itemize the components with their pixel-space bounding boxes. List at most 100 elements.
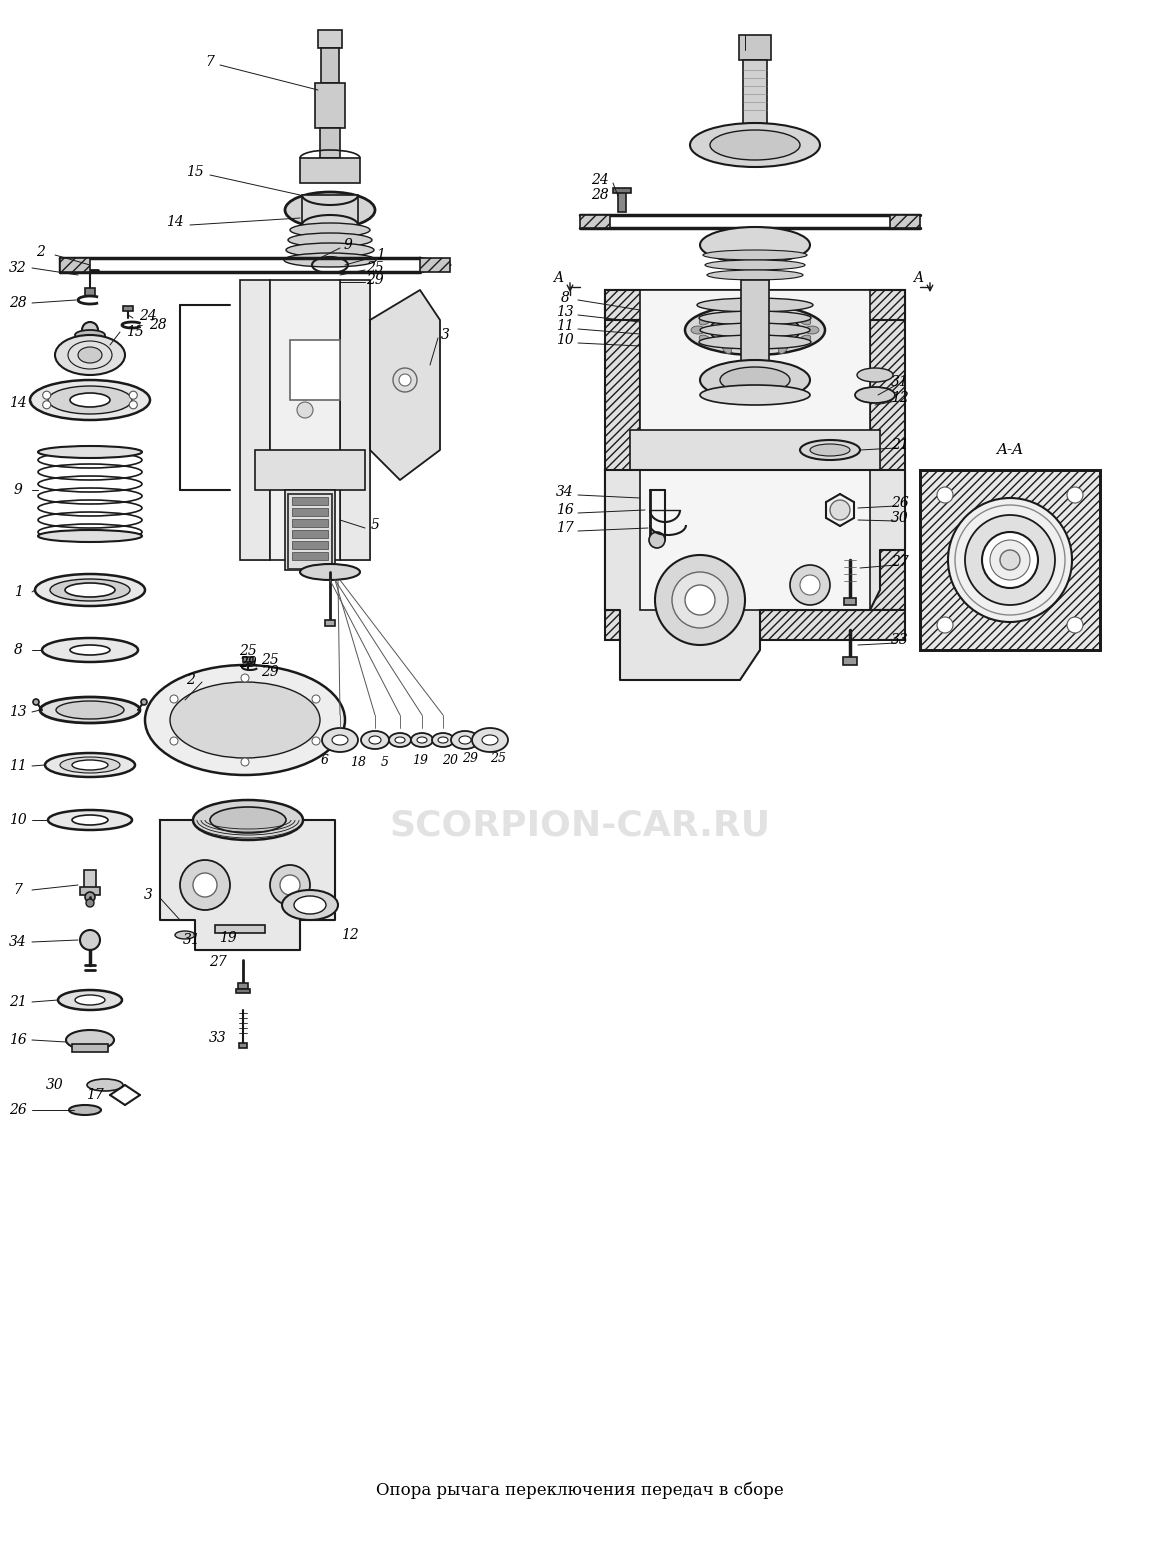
Circle shape	[280, 876, 300, 894]
Text: 12: 12	[341, 928, 358, 942]
Bar	[300, 158, 360, 183]
Ellipse shape	[699, 315, 712, 326]
Ellipse shape	[706, 270, 803, 281]
Bar	[292, 508, 328, 516]
Text: 34: 34	[556, 485, 574, 499]
Ellipse shape	[171, 682, 320, 758]
Ellipse shape	[751, 343, 759, 356]
Text: 8: 8	[14, 643, 22, 657]
Circle shape	[831, 501, 850, 519]
Bar	[85, 288, 95, 296]
Text: 33: 33	[209, 1031, 227, 1045]
Text: 10: 10	[556, 333, 574, 347]
Bar	[270, 281, 340, 560]
Ellipse shape	[472, 728, 508, 752]
Text: 31: 31	[183, 933, 201, 947]
Text: 1: 1	[376, 248, 384, 262]
Bar	[290, 339, 340, 400]
Text: 28: 28	[592, 188, 609, 202]
Circle shape	[129, 401, 137, 409]
Circle shape	[270, 865, 310, 905]
Circle shape	[241, 758, 249, 766]
Ellipse shape	[438, 736, 448, 742]
Ellipse shape	[300, 564, 360, 580]
Ellipse shape	[855, 388, 896, 403]
Circle shape	[672, 572, 728, 628]
Ellipse shape	[800, 440, 860, 460]
Circle shape	[790, 566, 831, 604]
Circle shape	[241, 674, 249, 682]
Circle shape	[142, 699, 147, 705]
Circle shape	[43, 401, 51, 409]
Ellipse shape	[285, 192, 375, 228]
Bar	[292, 498, 328, 505]
Text: 21: 21	[9, 995, 27, 1009]
Ellipse shape	[287, 243, 374, 257]
Ellipse shape	[75, 995, 106, 1004]
Text: 27: 27	[209, 955, 227, 969]
Bar	[80, 887, 100, 894]
Bar	[242, 657, 253, 662]
Ellipse shape	[30, 380, 150, 420]
Text: A: A	[913, 271, 923, 285]
Ellipse shape	[690, 122, 820, 167]
Text: 16: 16	[9, 1032, 27, 1046]
Text: A-A: A-A	[996, 443, 1023, 457]
Ellipse shape	[332, 735, 348, 746]
Text: 15: 15	[126, 326, 144, 339]
Text: 1: 1	[14, 584, 22, 598]
Ellipse shape	[87, 1079, 123, 1091]
Text: 5: 5	[380, 755, 389, 769]
Text: 24: 24	[139, 308, 157, 322]
Text: 25: 25	[239, 643, 256, 659]
Text: 14: 14	[166, 215, 184, 229]
Text: 5: 5	[370, 518, 379, 532]
Ellipse shape	[35, 574, 145, 606]
Bar	[606, 290, 640, 611]
Circle shape	[82, 322, 97, 338]
Circle shape	[937, 487, 954, 504]
Bar	[618, 191, 626, 212]
Text: 14: 14	[9, 395, 27, 411]
Ellipse shape	[451, 732, 479, 749]
Circle shape	[171, 694, 177, 704]
Text: 31: 31	[891, 375, 909, 389]
Bar	[741, 281, 769, 400]
Circle shape	[399, 374, 411, 386]
Bar	[240, 281, 270, 560]
Ellipse shape	[751, 302, 759, 318]
Bar	[285, 490, 335, 570]
Bar	[320, 129, 340, 158]
Ellipse shape	[699, 360, 810, 400]
Bar	[302, 195, 358, 225]
Text: 9: 9	[14, 484, 22, 498]
Text: 29: 29	[462, 752, 478, 764]
Text: Опора рычага переключения передач в сборе: Опора рычага переключения передач в сбор…	[376, 1482, 784, 1499]
Bar	[215, 925, 264, 933]
Ellipse shape	[70, 645, 110, 656]
Ellipse shape	[396, 736, 405, 742]
Ellipse shape	[68, 1105, 101, 1114]
Ellipse shape	[66, 1031, 114, 1049]
Circle shape	[965, 515, 1054, 604]
Text: 10: 10	[9, 814, 27, 828]
Ellipse shape	[778, 341, 789, 353]
Bar	[239, 1043, 247, 1048]
Circle shape	[180, 860, 230, 910]
Circle shape	[393, 367, 416, 392]
Text: 19: 19	[412, 753, 428, 767]
Ellipse shape	[60, 756, 119, 773]
Ellipse shape	[411, 733, 433, 747]
Bar	[292, 552, 328, 560]
Circle shape	[800, 575, 820, 595]
Circle shape	[171, 736, 177, 746]
Text: 24: 24	[592, 174, 609, 188]
Polygon shape	[160, 820, 335, 950]
Circle shape	[989, 539, 1030, 580]
Text: 26: 26	[9, 1104, 27, 1118]
Bar	[84, 870, 96, 891]
Text: 2: 2	[186, 673, 195, 687]
Ellipse shape	[50, 580, 130, 601]
Circle shape	[80, 930, 100, 950]
Ellipse shape	[699, 335, 811, 349]
